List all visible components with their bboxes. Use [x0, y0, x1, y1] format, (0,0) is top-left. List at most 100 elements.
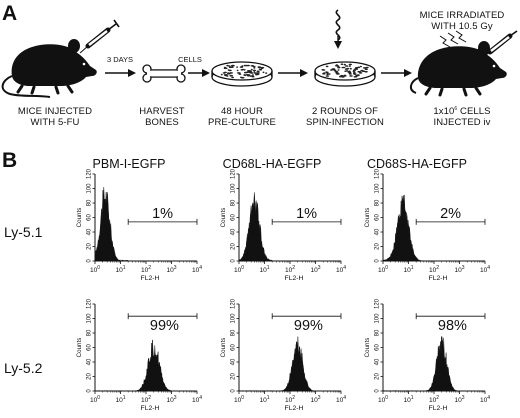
step-3-caption-line2: PRE-CULTURE [208, 117, 276, 128]
y-tick-label: 120 [87, 298, 93, 309]
histogram-5: 0 20 40 60 80 100 120 Counts 100 101 102 103 104 FL2-… [220, 298, 346, 412]
x-axis-label: FL2-H [429, 405, 448, 412]
x-tick-label: 104 [192, 265, 202, 274]
gate-percentage: 2% [440, 206, 461, 222]
y-tick-label: 20 [375, 243, 381, 250]
y-tick-label: 60 [231, 344, 237, 351]
y-tick-label: 0 [375, 259, 381, 263]
y-axis-label: Counts [76, 208, 83, 228]
step-1-caption-line2: WITH 5-FU [31, 117, 80, 128]
x-tick-label: 103 [166, 265, 176, 274]
y-axis-label: Counts [76, 338, 83, 358]
irradiation-label-line1: MICE IRRADIATED [420, 10, 505, 21]
y-tick-label: 0 [87, 389, 93, 393]
y-tick-label: 40 [375, 228, 381, 235]
histogram-distribution [382, 194, 486, 262]
x-tick-label: 102 [141, 265, 151, 274]
histogram-distribution [238, 336, 341, 392]
x-tick-label: 104 [336, 395, 346, 404]
x-tick-label: 101 [259, 395, 269, 404]
column-header-1: PBM-I-EGFP [93, 157, 166, 171]
x-axis-label: FL2-H [285, 275, 304, 282]
panel-b: B PBM-I-EGFP CD68L-HA-EGFP CD68S-HA-EGFP… [2, 149, 490, 412]
y-axis-label: Counts [220, 338, 227, 358]
bone-icon [142, 64, 186, 83]
radiation-icon [439, 30, 467, 48]
dish-cells [321, 63, 369, 78]
y-tick-label: 100 [87, 183, 93, 194]
x-tick-label: 101 [403, 265, 413, 274]
recipient-mouse-icon [410, 41, 507, 97]
y-tick-label: 40 [375, 358, 381, 365]
y-axis-label: Counts [220, 208, 227, 228]
x-tick-label: 104 [192, 395, 202, 404]
x-tick-label: 102 [285, 265, 295, 274]
syringe-icon [481, 30, 518, 59]
x-axis-label: FL2-H [429, 275, 448, 282]
y-tick-label: 80 [87, 329, 93, 336]
y-tick-label: 60 [375, 344, 381, 351]
x-tick-label: 101 [115, 265, 125, 274]
y-tick-label: 0 [87, 259, 93, 263]
y-tick-label: 120 [231, 168, 237, 179]
spin-icon [335, 9, 341, 41]
y-tick-label: 20 [231, 373, 237, 380]
y-tick-label: 120 [231, 298, 237, 309]
y-tick-label: 40 [87, 358, 93, 365]
y-tick-label: 0 [375, 389, 381, 393]
panel-a: A 3 DAYS [1, 2, 518, 128]
y-tick-label: 120 [375, 298, 381, 309]
column-header-2: CD68L-HA-EGFP [223, 157, 322, 171]
y-tick-label: 80 [231, 329, 237, 336]
dish-cells [220, 64, 268, 79]
x-tick-label: 102 [285, 395, 295, 404]
histogram-distribution [94, 186, 198, 262]
x-tick-label: 101 [259, 265, 269, 274]
step-3-caption-line1: 48 HOUR [221, 106, 263, 117]
histogram-distribution [94, 339, 197, 392]
y-tick-label: 80 [231, 199, 237, 206]
y-tick-label: 80 [375, 329, 381, 336]
step-4-caption-line2: SPIN-INFECTION [306, 117, 384, 128]
step-1-caption-line1: MICE INJECTED [18, 106, 92, 117]
histogram-2: 0 20 40 60 80 100 120 Counts 100 101 102 103 104 FL2-… [220, 168, 346, 282]
y-tick-label: 40 [231, 358, 237, 365]
gate-percentage: 99% [294, 318, 323, 334]
y-tick-label: 20 [231, 243, 237, 250]
x-tick-label: 101 [403, 395, 413, 404]
x-tick-label: 102 [429, 265, 439, 274]
x-tick-label: 103 [166, 395, 176, 404]
x-tick-label: 100 [378, 395, 388, 404]
y-tick-label: 120 [375, 168, 381, 179]
y-tick-label: 0 [231, 259, 237, 263]
x-tick-label: 100 [90, 395, 100, 404]
x-tick-label: 104 [480, 265, 490, 274]
y-tick-label: 0 [231, 389, 237, 393]
histogram-distribution [238, 192, 342, 262]
donor-mouse-icon [1, 39, 97, 98]
irradiation-label-line2: WITH 10.5 Gy [431, 21, 493, 32]
row-label-ly52: Ly-5.2 [4, 360, 43, 376]
gate-percentage: 1% [152, 206, 173, 222]
x-axis-label: FL2-H [141, 405, 160, 412]
step-2-caption-line2: BONES [145, 117, 179, 128]
panel-letter-b: B [2, 149, 17, 172]
y-tick-label: 120 [87, 168, 93, 179]
step-4-caption-line1: 2 ROUNDS OF [312, 106, 378, 117]
panel-letter-a: A [2, 2, 17, 25]
histogram-3: 0 20 40 60 80 100 120 Counts 100 101 102 103 104 FL2-… [364, 168, 490, 282]
y-tick-label: 60 [231, 214, 237, 221]
gate-percentage: 98% [438, 318, 467, 334]
gate-percentage: 1% [296, 206, 317, 222]
arrow-label-cells: CELLS [178, 55, 202, 64]
y-tick-label: 100 [231, 313, 237, 324]
histogram-grid: 0 20 40 60 80 100 120 Counts 100 101 102 103 104 FL2-… [76, 168, 490, 412]
y-axis-label: Counts [364, 338, 371, 358]
syringe-icon [79, 19, 120, 54]
y-tick-label: 40 [87, 228, 93, 235]
y-tick-label: 100 [231, 183, 237, 194]
y-tick-label: 60 [87, 344, 93, 351]
x-tick-label: 100 [234, 265, 244, 274]
step-2-caption-line1: HARVEST [139, 106, 184, 117]
histogram-distribution [382, 335, 485, 392]
